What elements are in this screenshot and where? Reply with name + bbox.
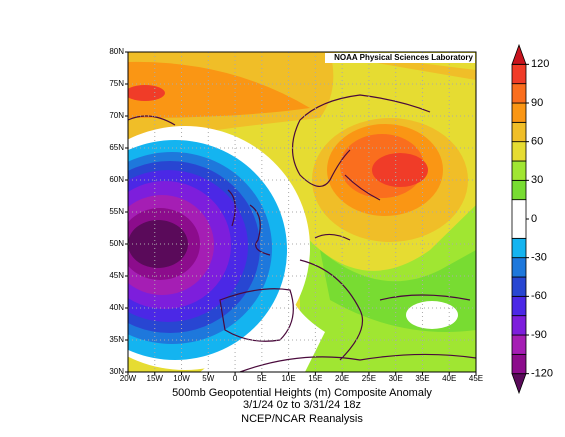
lat-label: 45N	[109, 271, 124, 280]
colorbar-label: 90	[531, 97, 543, 109]
lon-label: 30E	[389, 374, 403, 383]
colorbar-segment	[511, 295, 527, 317]
colorbar-label: 60	[531, 136, 543, 148]
lat-label: 80N	[109, 47, 124, 56]
lat-label: 75N	[109, 79, 124, 88]
colorbar-segment	[511, 334, 527, 355]
lat-label: 70N	[109, 111, 124, 120]
colorbar-segment	[511, 276, 527, 297]
colorbar-segment	[511, 102, 527, 123]
caption-dates: 3/1/24 0z to 3/31/24 18z	[243, 399, 361, 411]
colorbar-segment	[511, 160, 527, 181]
colorbar-segment	[511, 237, 527, 259]
colorbar-label: -60	[531, 290, 547, 302]
colorbar-segment	[511, 121, 527, 143]
lat-label: 65N	[109, 143, 124, 152]
colorbar-segment	[511, 373, 527, 395]
colorbar-segment	[511, 83, 527, 104]
colorbar-label: -90	[531, 329, 547, 341]
lat-label: 60N	[109, 175, 124, 184]
lon-label: 20E	[335, 374, 349, 383]
colorbar-label: 0	[531, 213, 537, 225]
colorbar-segment	[511, 199, 527, 239]
colorbar-segment	[511, 179, 527, 201]
colorbar-label: -120	[531, 368, 553, 380]
caption-source: NCEP/NCAR Reanalysis	[241, 413, 363, 425]
colorbar-segment	[511, 257, 527, 278]
colorbar-label: 120	[531, 58, 549, 70]
anomaly-field	[128, 52, 476, 372]
lon-label: 10W	[173, 374, 190, 383]
lon-label: 25E	[362, 374, 376, 383]
lat-label: 40N	[109, 303, 124, 312]
credit: NOAA Physical Sciences Laboratory	[334, 53, 473, 62]
colorbar-segment	[511, 43, 527, 65]
lon-label: 20W	[120, 374, 137, 383]
lat-label: 30N	[109, 367, 124, 376]
lon-label: 5W	[202, 374, 214, 383]
lon-label: 10E	[281, 374, 295, 383]
lon-label: 40E	[442, 374, 456, 383]
lon-label: 0	[233, 374, 238, 383]
lon-label: 15W	[147, 374, 164, 383]
lon-label: 35E	[415, 374, 429, 383]
caption-title: 500mb Geopotential Heights (m) Composite…	[172, 387, 432, 399]
lat-label: 50N	[109, 239, 124, 248]
colorbar-segment	[511, 141, 527, 162]
colorbar-segment	[511, 315, 527, 336]
colorbar-segment	[511, 63, 527, 85]
colorbar-label: -30	[531, 252, 547, 264]
colorbar-segment	[511, 353, 527, 375]
lat-label: 35N	[109, 335, 124, 344]
colorbar-label: 30	[531, 174, 543, 186]
credit-box	[325, 53, 475, 63]
lon-label: 5E	[257, 374, 267, 383]
lon-label: 15E	[308, 374, 322, 383]
lat-label: 55N	[109, 207, 124, 216]
lon-label: 45E	[469, 374, 483, 383]
